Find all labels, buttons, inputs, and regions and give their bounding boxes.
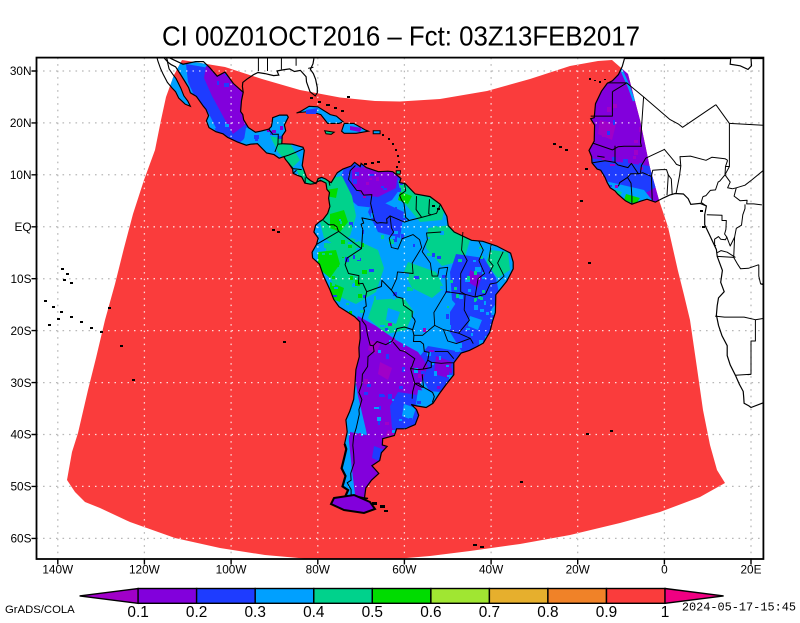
svg-text:0.1: 0.1 bbox=[127, 604, 148, 618]
svg-text:10N: 10N bbox=[10, 168, 32, 182]
svg-text:60W: 60W bbox=[392, 563, 417, 577]
svg-text:100W: 100W bbox=[216, 563, 248, 577]
svg-text:0.9: 0.9 bbox=[596, 604, 617, 618]
svg-text:0.7: 0.7 bbox=[479, 604, 500, 618]
svg-text:20S: 20S bbox=[11, 324, 32, 338]
svg-text:0.8: 0.8 bbox=[537, 604, 558, 618]
svg-text:0.4: 0.4 bbox=[303, 604, 325, 618]
svg-text:40W: 40W bbox=[479, 563, 504, 577]
svg-text:80W: 80W bbox=[306, 563, 331, 577]
svg-text:20E: 20E bbox=[741, 563, 762, 577]
svg-text:50S: 50S bbox=[11, 480, 32, 494]
svg-text:0.3: 0.3 bbox=[244, 604, 265, 618]
svg-text:EQ: EQ bbox=[14, 220, 31, 234]
svg-text:2024-05-17-15:45: 2024-05-17-15:45 bbox=[682, 601, 796, 615]
svg-text:120W: 120W bbox=[129, 563, 161, 577]
svg-text:30S: 30S bbox=[11, 376, 32, 390]
svg-text:20W: 20W bbox=[566, 563, 591, 577]
svg-text:60S: 60S bbox=[11, 532, 32, 546]
svg-text:10S: 10S bbox=[11, 272, 32, 286]
svg-text:140W: 140W bbox=[42, 563, 74, 577]
svg-text:0.2: 0.2 bbox=[186, 604, 207, 618]
svg-text:30N: 30N bbox=[10, 64, 32, 78]
svg-text:40S: 40S bbox=[11, 428, 32, 442]
svg-text:20N: 20N bbox=[10, 116, 32, 130]
svg-text:GrADS/COLA: GrADS/COLA bbox=[5, 604, 75, 616]
svg-text:0: 0 bbox=[661, 563, 668, 577]
svg-text:0.5: 0.5 bbox=[362, 604, 383, 618]
svg-text:1: 1 bbox=[661, 604, 670, 618]
svg-text:CI 00Z01OCT2016 – Fct: 03Z13FE: CI 00Z01OCT2016 – Fct: 03Z13FEB2017 bbox=[162, 21, 640, 52]
svg-text:0.6: 0.6 bbox=[420, 604, 441, 618]
